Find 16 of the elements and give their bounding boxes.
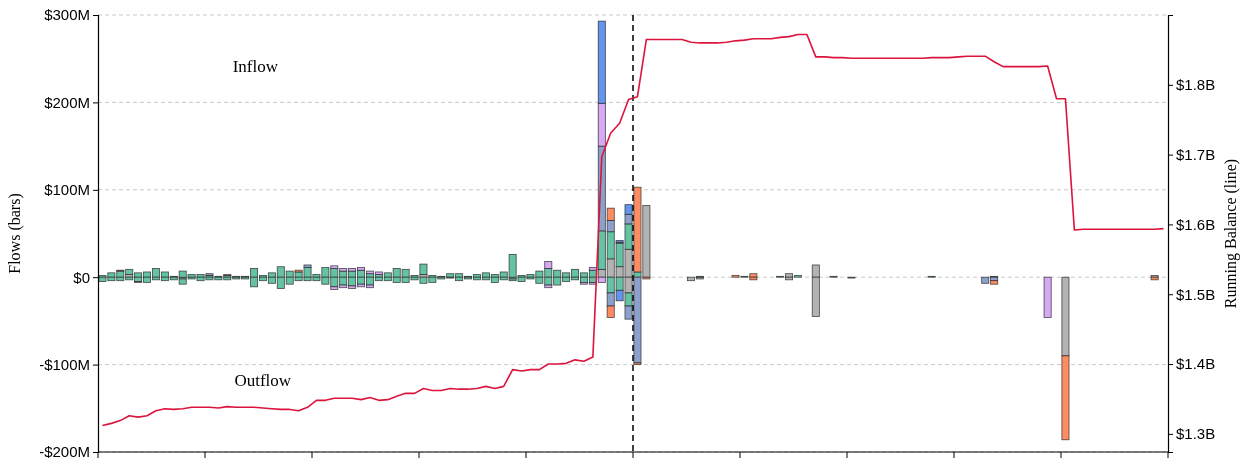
y-tick-label: $200M: [44, 93, 90, 111]
y2-tick-label: $1.6B: [1176, 215, 1216, 233]
y-tick-label: $300M: [44, 6, 90, 24]
y-axis-title: Flows (bars): [6, 193, 24, 274]
y-tick-label: -$200M: [39, 443, 90, 461]
y-tick-label: -$100M: [39, 355, 90, 373]
y2-tick-label: $1.5B: [1176, 285, 1216, 303]
annotation: Outflow: [234, 371, 292, 391]
y2-tick-label: $1.8B: [1176, 76, 1216, 94]
y2-tick-label: $1.3B: [1176, 425, 1216, 443]
y2-tick-label: $1.4B: [1176, 355, 1216, 373]
annotation: Inflow: [232, 56, 279, 76]
y2-axis-title: Running Balance (line): [1222, 158, 1240, 309]
y2-tick-label: $1.7B: [1176, 145, 1216, 163]
y-tick-label: $100M: [44, 181, 90, 199]
y-tick-label: $0: [73, 268, 90, 286]
